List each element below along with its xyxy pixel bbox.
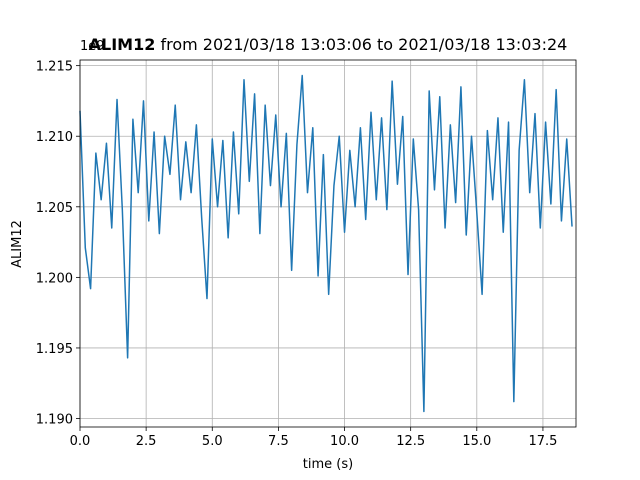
x-tick-label: 5.0: [202, 434, 223, 449]
y-tick-label: 1.200: [36, 271, 73, 286]
x-tick-label: 7.5: [268, 434, 289, 449]
x-tick-label: 0.0: [70, 434, 91, 449]
y-tick-label: 1.210: [36, 130, 73, 145]
x-axis-label: time (s): [303, 457, 353, 472]
title-rest: from 2021/03/18 13:03:06 to 2021/03/18 1…: [160, 35, 567, 54]
y-axis-label: ALIM12: [10, 220, 25, 268]
y-tick-label: 1.205: [36, 201, 73, 216]
y-tick-label: 1.190: [36, 413, 73, 428]
data-line: [79, 74, 573, 413]
chart-title: ALIM12 from 2021/03/18 13:03:06 to 2021/…: [89, 35, 568, 54]
x-tick-label: 2.5: [136, 434, 157, 449]
title-bold: ALIM12: [89, 35, 156, 54]
x-tick-label: 12.5: [396, 434, 425, 449]
x-tick-label: 17.5: [528, 434, 557, 449]
y-tick-label: 1.195: [36, 342, 73, 357]
y-tick-label: 1.215: [36, 60, 73, 75]
x-tick-label: 15.0: [462, 434, 491, 449]
y-offset-label: 1e9: [80, 39, 105, 54]
x-tick-label: 10.0: [330, 434, 359, 449]
plot-frame: [79, 59, 577, 428]
